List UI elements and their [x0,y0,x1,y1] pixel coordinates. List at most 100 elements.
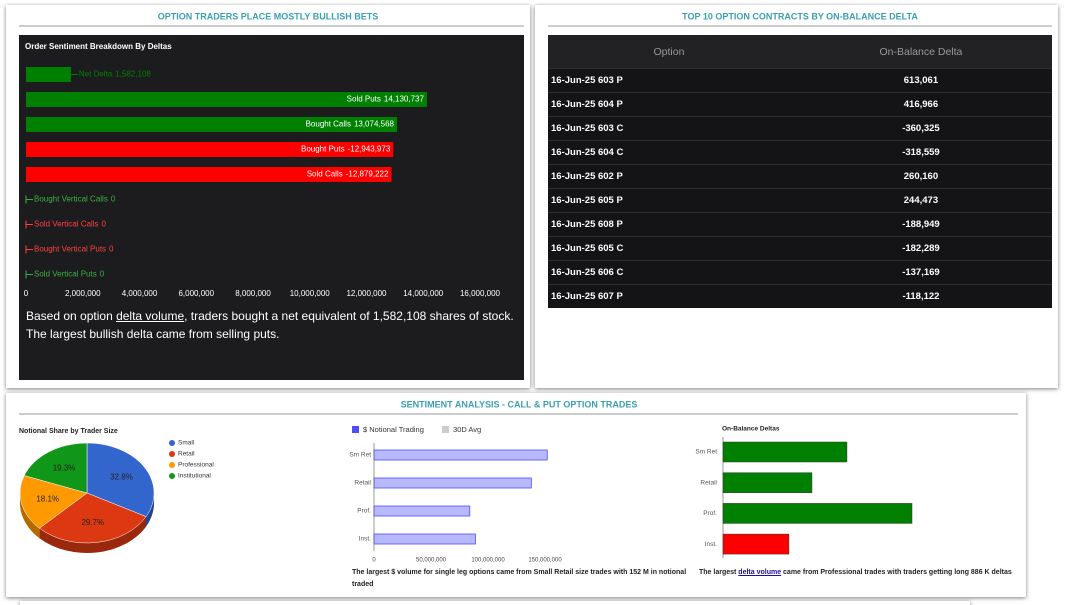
panel [6,393,1026,597]
pie-slice [39,492,147,544]
table: Option On-Balance Delta 16-Jun-25 603 P 613… [548,35,1052,308]
panel-title: TOP 10 OPTION CONTRACTS BY ON-BALANCE DE… [682,11,918,21]
value-label: 1,582,108 [115,70,151,79]
table-row: 16-Jun-25 607 P -118,122 [548,284,1052,308]
table-row: 16-Jun-25 603 C -360,325 [548,116,1052,141]
table-cell: -360,325 [789,116,1052,141]
y-tick-label: Sm Ret [695,449,717,456]
bar-label: Net Delta 1,582,108 [79,70,151,79]
bar-label: Bought Puts -12,943,973 [301,145,391,154]
table-cell: 16-Jun-25 604 P [548,92,790,117]
x-tick-label: 2,000,000 [65,289,101,298]
bar [373,477,532,489]
legend-label: Institutional [178,473,211,480]
table-row: 16-Jun-25 602 P 260,160 [548,164,1052,189]
table-row: 16-Jun-25 604 C -318,559 [548,140,1052,165]
header-cell: Option [548,35,790,69]
x-tick-label: 0 [372,558,376,564]
category-label: Sold Vertical Calls [34,220,98,229]
note-text: came from Professional trades with trade… [781,569,1012,576]
table-cell: 260,160 [789,164,1052,189]
link[interactable]: delta volume [618,309,687,323]
legend-label: 30D Avg [453,425,481,434]
category-label: Bought Calls [306,120,351,129]
value-label: -12,879,222 [346,170,389,179]
x-tick-label: 150,000,000 [528,558,562,564]
table-cell: -318,559 [789,140,1052,165]
bar [26,167,392,182]
note-text: Based on option [26,309,117,323]
table-cell: 16-Jun-25 607 P [548,284,790,308]
chart-title: On-Balance Deltas [722,426,780,433]
link[interactable]: delta volume [116,309,185,323]
value-label: 0 [109,245,114,254]
note: The largest delta volume came from the 1… [555,307,1050,343]
bar-label: Sold Puts 14,130,737 [347,95,425,104]
table-cell: -137,169 [789,260,1052,285]
x-tick-label: 16,000,000 [460,289,501,298]
table-row: 16-Jun-25 606 C -137,169 [548,260,1052,285]
table-row: 16-Jun-25 608 P -188,949 [548,212,1052,237]
header-row: Option On-Balance Delta [548,35,1052,69]
table-cell: 16-Jun-25 605 C [548,236,790,261]
y-tick-label: Inst. [705,541,717,548]
link[interactable]: delta volume [738,569,782,576]
value-label: 18.1% [36,494,59,503]
bar-label: Bought Calls 13,074,568 [306,120,395,129]
x-tick-label: 8,000,000 [235,289,271,298]
note-text: came from the 16-Jun-25 603 Put, with tr… [555,309,1050,341]
category-label: Bought Vertical Puts [34,245,106,254]
table-cell: 613,061 [789,68,1052,93]
bar [26,142,394,157]
chart-title: Order Sentiment Breakdown By Deltas [25,42,172,51]
legend-label: Small [178,440,195,447]
table-cell: -182,289 [789,236,1052,261]
value-label: 0 [111,195,116,204]
legend-marker [169,451,175,457]
y-tick-label: Retail [700,479,717,486]
x-tick-label: 12,000,000 [346,289,387,298]
table-cell: 16-Jun-25 603 C [548,116,790,141]
category-label: Net Delta [79,70,113,79]
table-cell: 416,966 [789,92,1052,117]
note: The largest delta volume came from Profe… [699,567,1034,579]
value-label: 0 [100,270,105,279]
bar-label: Bought Vertical Puts 0 [34,245,114,254]
bar-label: Sold Calls -12,879,222 [307,170,389,179]
value-label: 19.3% [53,463,76,472]
x-tick-label: 50,000,000 [416,558,447,564]
legend-label: Professional [178,462,214,469]
y-tick-label: Inst. [359,536,371,543]
bar-label: Sold Vertical Puts 0 [34,270,105,279]
value-label: 29.7% [81,518,104,527]
table-row: 16-Jun-25 603 P 613,061 [548,68,1052,93]
table-cell: -188,949 [789,212,1052,237]
table-cell: 16-Jun-25 602 P [548,164,790,189]
bar [373,533,476,545]
category-label: Bought Puts [301,145,345,154]
note-text: , traders bought a net equivalent of 1,5… [26,309,514,341]
table-row: 16-Jun-25 605 C -182,289 [548,236,1052,261]
table-cell: -118,122 [789,284,1052,308]
table-row: 16-Jun-25 604 P 416,966 [548,92,1052,117]
note: The largest $ volume for single leg opti… [352,569,687,588]
value-label: 32.8% [110,473,133,482]
pie-slice [23,442,88,494]
table-row: 16-Jun-25 605 P 244,473 [548,188,1052,213]
x-tick-label: 100,000,000 [471,558,505,564]
y-tick-label: Prof. [703,510,717,517]
pie-slice [86,442,155,517]
x-tick-label: 10,000,000 [290,289,331,298]
legend-marker [352,426,359,433]
legend-marker [169,440,175,446]
legend-label: $ Notional Trading [363,425,424,434]
y-tick-label: Prof. [357,508,371,515]
chart-title: Notional Share by Trader Size [19,428,118,435]
x-tick-label: 6,000,000 [178,289,214,298]
value-label: 0 [101,220,106,229]
panel-title: SENTIMENT ANALYSIS - CALL & PUT OPTION T… [401,399,638,409]
table-cell: 16-Jun-25 605 P [548,188,790,213]
bar-label: Sold Vertical Calls 0 [34,220,106,229]
